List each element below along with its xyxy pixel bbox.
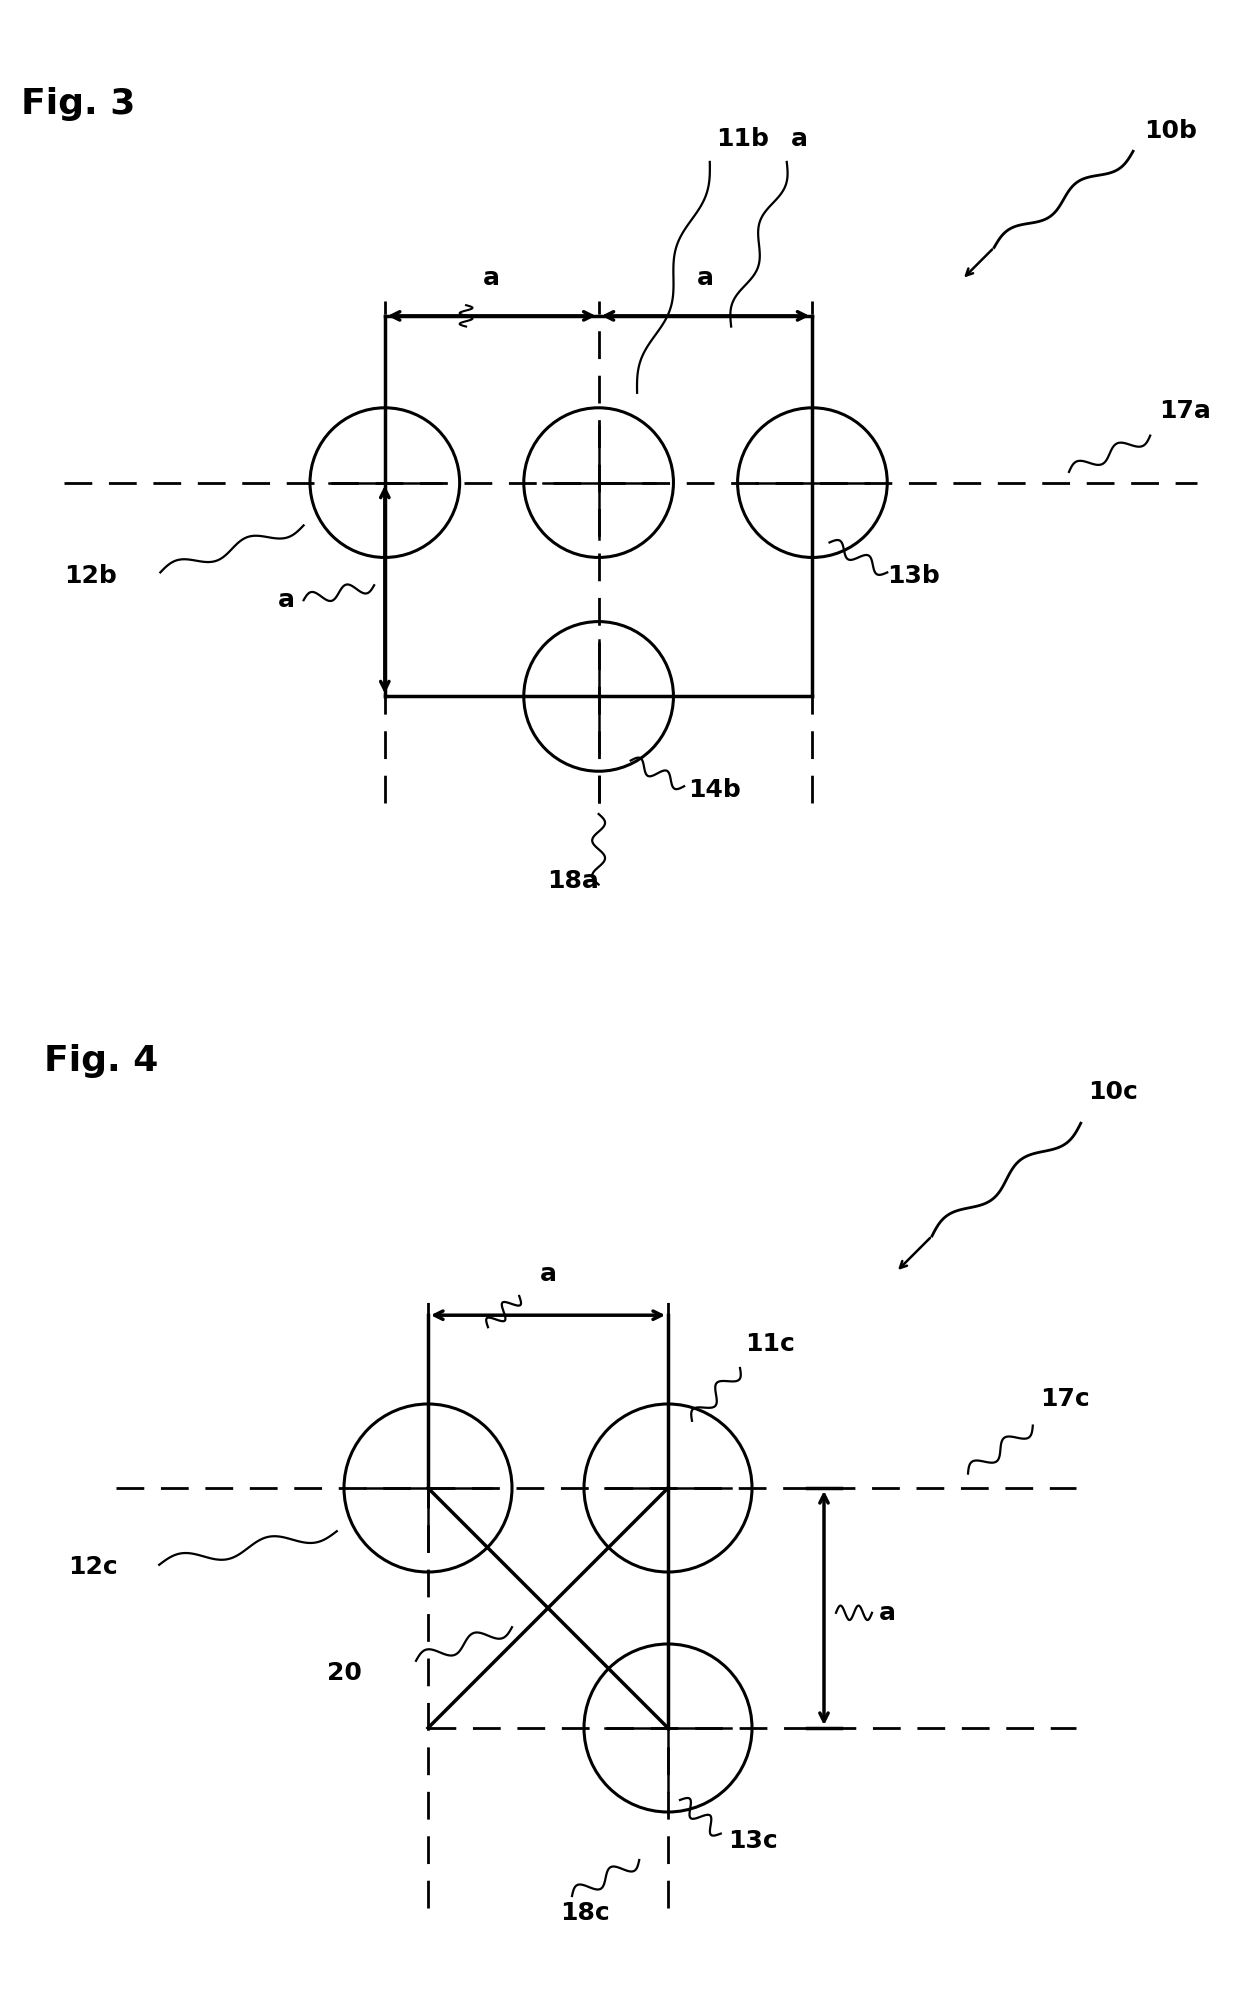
Text: 17a: 17a	[1158, 399, 1210, 423]
Text: 17c: 17c	[1040, 1387, 1090, 1411]
Text: 13c: 13c	[728, 1829, 777, 1853]
Text: 10c: 10c	[1087, 1081, 1138, 1105]
Text: a: a	[791, 127, 808, 151]
Text: Fig. 3: Fig. 3	[21, 87, 135, 121]
Text: 18c: 18c	[560, 1901, 610, 1925]
Text: a: a	[484, 266, 500, 290]
Text: a: a	[539, 1262, 557, 1286]
Text: a: a	[278, 589, 295, 613]
Text: 14b: 14b	[688, 778, 742, 802]
Text: 12c: 12c	[68, 1554, 118, 1579]
Text: 10b: 10b	[1143, 119, 1197, 143]
Text: 20: 20	[327, 1661, 362, 1685]
Text: 11c: 11c	[745, 1333, 795, 1357]
Text: a: a	[879, 1601, 897, 1625]
Text: 13b: 13b	[888, 564, 940, 589]
Text: 12b: 12b	[64, 564, 117, 589]
Text: a: a	[697, 266, 714, 290]
Text: 18a: 18a	[547, 869, 599, 893]
Text: 11b: 11b	[717, 127, 769, 151]
Text: Fig. 4: Fig. 4	[43, 1044, 159, 1079]
